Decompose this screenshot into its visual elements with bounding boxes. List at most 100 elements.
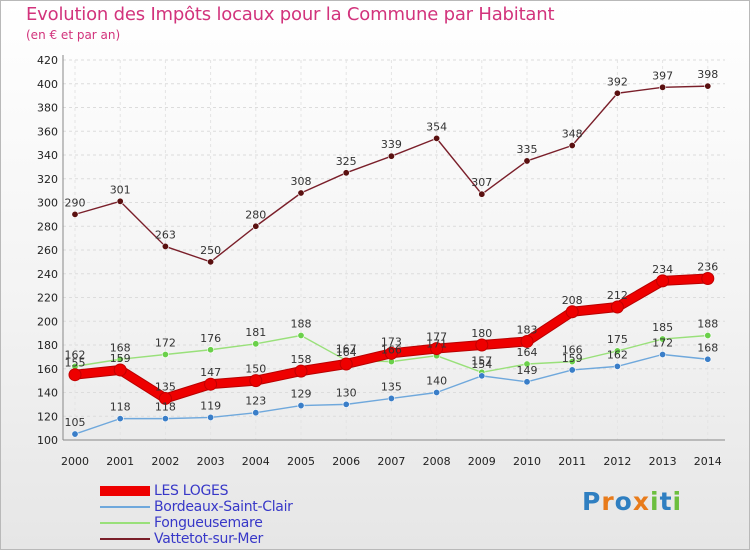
data-label-vattetot-sur-mer: 301 xyxy=(110,183,131,196)
y-tick-label: 120 xyxy=(37,410,58,423)
data-point-les-loges xyxy=(204,377,218,391)
y-tick-label: 160 xyxy=(37,363,58,376)
data-point-les-loges xyxy=(339,357,353,371)
data-label-vattetot-sur-mer: 348 xyxy=(562,128,583,141)
data-label-les-loges: 208 xyxy=(562,294,583,307)
data-label-fongueusemare: 185 xyxy=(652,321,673,334)
data-label-fongueusemare: 167 xyxy=(336,342,357,355)
x-tick-label: 2005 xyxy=(287,455,315,468)
data-point-fongueusemare xyxy=(252,340,260,348)
data-point-fongueusemare xyxy=(523,360,531,368)
data-label-vattetot-sur-mer: 392 xyxy=(607,75,628,88)
x-tick-label: 2012 xyxy=(603,455,631,468)
logo-letter: P xyxy=(582,487,602,516)
logo-letter: i xyxy=(650,487,660,516)
legend-label: LES LOGES xyxy=(154,483,229,499)
x-tick-label: 2000 xyxy=(61,455,89,468)
y-tick-label: 180 xyxy=(37,339,58,352)
data-label-bordeaux-saint-clair: 119 xyxy=(200,399,221,412)
data-point-les-loges xyxy=(610,300,624,314)
data-label-fongueusemare: 176 xyxy=(200,332,221,345)
grid-layer xyxy=(63,59,725,441)
x-tick-label: 2002 xyxy=(151,455,179,468)
data-point-les-loges xyxy=(249,374,263,388)
data-point-les-loges xyxy=(565,305,579,319)
legend-label: Fongueusemare xyxy=(154,515,263,531)
data-label-les-loges: 164 xyxy=(336,346,357,359)
data-point-bordeaux-saint-clair xyxy=(342,400,350,408)
data-point-vattetot-sur-mer xyxy=(387,152,395,160)
x-tick-label: 2001 xyxy=(106,455,134,468)
data-point-vattetot-sur-mer xyxy=(116,197,124,205)
data-label-bordeaux-saint-clair: 129 xyxy=(291,388,312,401)
data-point-vattetot-sur-mer xyxy=(613,89,621,97)
data-point-les-loges xyxy=(656,274,670,288)
data-point-fongueusemare xyxy=(704,331,712,339)
y-tick-label: 200 xyxy=(37,315,58,328)
data-point-bordeaux-saint-clair xyxy=(207,413,215,421)
y-tick-label: 240 xyxy=(37,268,58,281)
data-label-fongueusemare: 181 xyxy=(245,326,266,339)
x-tick-label: 2009 xyxy=(468,455,496,468)
data-label-fongueusemare: 166 xyxy=(381,344,402,357)
data-point-bordeaux-saint-clair xyxy=(387,394,395,402)
data-point-fongueusemare xyxy=(297,331,305,339)
x-tick-label: 2008 xyxy=(423,455,451,468)
data-label-bordeaux-saint-clair: 172 xyxy=(652,337,673,350)
x-tick-label: 2003 xyxy=(197,455,225,468)
x-tick-label: 2010 xyxy=(513,455,541,468)
data-point-bordeaux-saint-clair xyxy=(704,355,712,363)
data-label-les-loges: 180 xyxy=(471,327,492,340)
data-point-vattetot-sur-mer xyxy=(71,210,79,218)
label-layer: 290 301 263 250 280 308 325 339 354 307 335 348 392 3… xyxy=(65,68,719,429)
y-tick-label: 220 xyxy=(37,292,58,305)
data-label-bordeaux-saint-clair: 159 xyxy=(562,352,583,365)
data-point-bordeaux-saint-clair xyxy=(71,430,79,438)
data-label-bordeaux-saint-clair: 130 xyxy=(336,386,357,399)
data-point-les-loges xyxy=(384,346,398,360)
series-layer xyxy=(68,82,715,438)
data-point-vattetot-sur-mer xyxy=(523,157,531,165)
data-label-fongueusemare: 172 xyxy=(155,337,176,350)
data-label-les-loges: 183 xyxy=(517,323,538,336)
data-point-vattetot-sur-mer xyxy=(433,134,441,142)
x-tick-label: 2004 xyxy=(242,455,270,468)
y-tick-label: 340 xyxy=(37,149,58,162)
data-label-vattetot-sur-mer: 307 xyxy=(471,176,492,189)
data-label-vattetot-sur-mer: 398 xyxy=(697,68,718,81)
data-point-les-loges xyxy=(430,342,444,356)
data-point-bordeaux-saint-clair xyxy=(116,415,124,423)
y-tick-label: 280 xyxy=(37,220,58,233)
data-label-vattetot-sur-mer: 335 xyxy=(517,143,538,156)
data-label-bordeaux-saint-clair: 162 xyxy=(607,348,628,361)
data-label-fongueusemare: 188 xyxy=(697,318,718,331)
x-tick-label: 2014 xyxy=(694,455,722,468)
data-point-vattetot-sur-mer xyxy=(207,258,215,266)
data-label-les-loges: 158 xyxy=(291,353,312,366)
data-label-les-loges: 147 xyxy=(200,366,221,379)
y-tick-label: 360 xyxy=(37,125,58,138)
data-point-vattetot-sur-mer xyxy=(478,190,486,198)
data-point-bordeaux-saint-clair xyxy=(297,402,305,410)
data-point-vattetot-sur-mer xyxy=(704,82,712,90)
data-point-fongueusemare xyxy=(116,355,124,363)
data-point-fongueusemare xyxy=(568,358,576,366)
data-label-les-loges: 234 xyxy=(652,263,673,276)
data-point-bordeaux-saint-clair xyxy=(659,350,667,358)
data-label-les-loges: 236 xyxy=(697,261,718,274)
data-point-bordeaux-saint-clair xyxy=(523,378,531,386)
x-tick-label: 2013 xyxy=(649,455,677,468)
data-label-bordeaux-saint-clair: 149 xyxy=(517,364,538,377)
data-point-fongueusemare xyxy=(613,347,621,355)
data-point-bordeaux-saint-clair xyxy=(433,388,441,396)
data-label-fongueusemare: 171 xyxy=(426,338,447,351)
data-label-les-loges: 155 xyxy=(65,357,86,370)
logo-letter: i xyxy=(672,487,683,516)
x-tick-label: 2006 xyxy=(332,455,360,468)
data-point-fongueusemare xyxy=(659,335,667,343)
data-point-bordeaux-saint-clair xyxy=(478,372,486,380)
data-point-bordeaux-saint-clair xyxy=(613,362,621,370)
data-label-vattetot-sur-mer: 263 xyxy=(155,228,176,241)
data-label-fongueusemare: 164 xyxy=(517,346,538,359)
data-point-les-loges xyxy=(113,363,127,377)
